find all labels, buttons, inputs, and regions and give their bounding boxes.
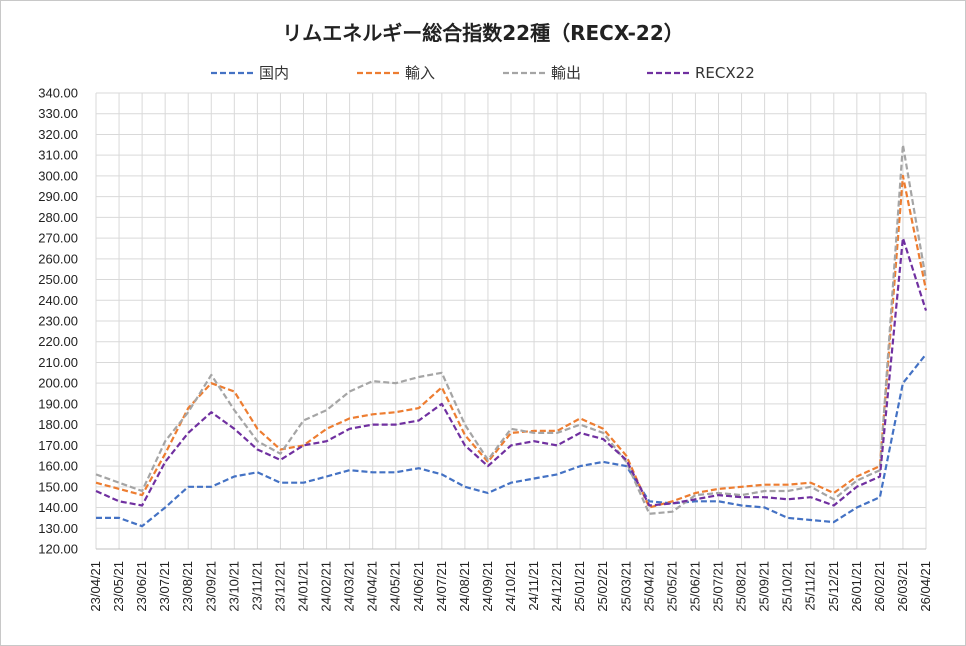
y-tick-label: 130.00 — [38, 521, 78, 536]
x-tick-label: 24/05/21 — [388, 561, 403, 612]
y-tick-label: 240.00 — [38, 293, 78, 308]
y-tick-label: 270.00 — [38, 231, 78, 246]
y-tick-label: 150.00 — [38, 479, 78, 494]
y-tick-label: 340.00 — [38, 86, 78, 101]
x-tick-label: 24/10/21 — [503, 561, 518, 612]
legend: 国内 輸入 輸出 RECX22 — [211, 64, 755, 82]
x-tick-label: 26/04/21 — [918, 561, 933, 612]
x-tick-label: 26/03/21 — [895, 561, 910, 612]
y-tick-label: 180.00 — [38, 417, 78, 432]
x-tick-label: 25/04/21 — [641, 561, 656, 612]
series-line-2 — [95, 174, 928, 509]
y-tick-label: 330.00 — [38, 106, 78, 121]
y-tick-label: 320.00 — [38, 127, 78, 142]
chart-title: リムエネルギー総合指数22種（RECX-22） — [282, 21, 684, 45]
y-tick-label: 190.00 — [38, 396, 78, 411]
y-tick-label: 260.00 — [38, 251, 78, 266]
x-tick-label: 24/08/21 — [457, 561, 472, 612]
y-tick-label: 220.00 — [38, 334, 78, 349]
series-group — [95, 143, 928, 528]
y-tick-label: 290.00 — [38, 189, 78, 204]
grid — [95, 92, 927, 550]
x-tick-label: 25/12/21 — [826, 561, 841, 612]
legend-label: 輸入 — [405, 64, 435, 82]
x-tick-label: 25/09/21 — [757, 561, 772, 612]
x-tick-label: 25/03/21 — [618, 561, 633, 612]
series-line-1 — [96, 353, 927, 528]
x-tick-label: 24/03/21 — [342, 561, 357, 612]
x-tick-label: 23/05/21 — [111, 561, 126, 612]
x-axis: 23/04/21 23/05/21 23/06/21 23/07/21 23/08/21… — [88, 561, 933, 612]
legend-label: 輸出 — [551, 64, 581, 82]
legend-label: RECX22 — [695, 64, 755, 82]
series-line-4 — [95, 237, 928, 507]
y-axis: 120.00 130.00 140.00 150.00 160.00 170.00 180.… — [38, 86, 78, 557]
x-tick-label: 23/10/21 — [226, 561, 241, 612]
x-tick-label: 24/11/21 — [526, 561, 541, 611]
x-tick-label: 24/01/21 — [296, 561, 311, 612]
x-tick-label: 23/04/21 — [88, 561, 103, 612]
x-tick-label: 25/07/21 — [711, 561, 726, 612]
x-tick-label: 25/11/21 — [803, 561, 818, 611]
x-tick-label: 25/01/21 — [572, 561, 587, 612]
x-tick-label: 24/07/21 — [434, 561, 449, 612]
y-tick-label: 280.00 — [38, 210, 78, 225]
x-tick-label: 25/06/21 — [687, 561, 702, 612]
x-tick-label: 23/07/21 — [157, 561, 172, 612]
y-tick-label: 160.00 — [38, 459, 78, 474]
x-tick-label: 24/06/21 — [411, 561, 426, 612]
y-tick-label: 200.00 — [38, 376, 78, 391]
x-tick-label: 25/05/21 — [664, 561, 679, 612]
series-line-3 — [95, 143, 928, 515]
y-tick-label: 120.00 — [38, 542, 78, 557]
legend-label: 国内 — [259, 64, 289, 82]
x-tick-label: 23/09/21 — [203, 561, 218, 612]
x-tick-label: 24/12/21 — [549, 561, 564, 612]
y-tick-label: 230.00 — [38, 314, 78, 329]
x-tick-label: 25/08/21 — [734, 561, 749, 612]
x-tick-label: 23/11/21 — [249, 561, 264, 611]
y-tick-label: 140.00 — [38, 500, 78, 515]
x-tick-label: 25/02/21 — [595, 561, 610, 612]
x-tick-label: 24/02/21 — [319, 561, 334, 612]
y-tick-label: 250.00 — [38, 272, 78, 287]
y-tick-label: 170.00 — [38, 438, 78, 453]
x-tick-label: 26/02/21 — [872, 561, 887, 612]
x-tick-label: 25/10/21 — [780, 561, 795, 612]
y-tick-label: 310.00 — [38, 148, 78, 163]
x-tick-label: 23/08/21 — [180, 561, 195, 612]
x-tick-label: 23/12/21 — [272, 561, 287, 612]
x-tick-label: 23/06/21 — [134, 561, 149, 612]
y-tick-label: 300.00 — [38, 168, 78, 183]
x-tick-label: 26/01/21 — [849, 561, 864, 612]
x-tick-label: 24/04/21 — [365, 561, 380, 612]
y-tick-label: 210.00 — [38, 355, 78, 370]
x-tick-label: 24/09/21 — [480, 561, 495, 612]
